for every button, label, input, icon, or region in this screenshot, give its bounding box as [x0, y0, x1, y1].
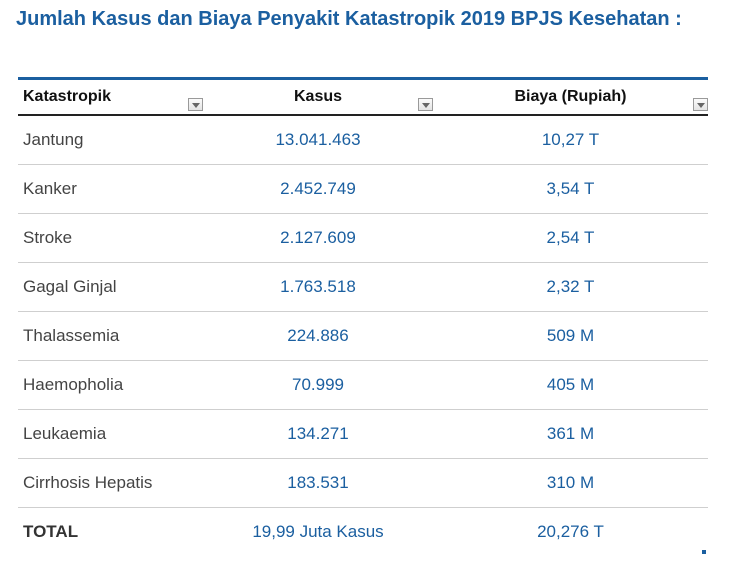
cell-biaya: 10,27 T: [433, 115, 708, 165]
table-row: Leukaemia 134.271 361 M: [18, 409, 708, 459]
column-header-label: Biaya (Rupiah): [514, 88, 627, 105]
table-row: Cirrhosis Hepatis 183.531 310 M: [18, 458, 708, 508]
cell-katastropik: Thalassemia: [18, 311, 203, 361]
cell-katastropik: Leukaemia: [18, 409, 203, 459]
data-table-container: Katastropik Kasus Biaya (Rupiah) Jantung: [18, 77, 708, 556]
filter-dropdown-icon[interactable]: [418, 98, 433, 111]
cell-biaya: 2,32 T: [433, 262, 708, 312]
cell-kasus: 2.127.609: [203, 213, 433, 263]
column-header-kasus: Kasus: [203, 80, 433, 116]
cell-kasus: 134.271: [203, 409, 433, 459]
cell-kasus: 13.041.463: [203, 115, 433, 165]
column-header-label: Kasus: [293, 88, 343, 105]
page-title: Jumlah Kasus dan Biaya Penyakit Katastro…: [16, 8, 682, 30]
cell-kasus: 224.886: [203, 311, 433, 361]
cell-total-kasus: 19,99 Juta Kasus: [252, 522, 384, 541]
cell-biaya: 405 M: [433, 360, 708, 410]
cell-katastropik: Gagal Ginjal: [18, 262, 203, 312]
cell-katastropik: Jantung: [18, 115, 203, 165]
cell-kasus: 1.763.518: [203, 262, 433, 312]
table-row: Thalassemia 224.886 509 M: [18, 311, 708, 361]
table-row: Stroke 2.127.609 2,54 T: [18, 213, 708, 263]
cell-kasus: 70.999: [203, 360, 433, 410]
data-table: Katastropik Kasus Biaya (Rupiah) Jantung: [18, 80, 708, 556]
table-header-row: Katastropik Kasus Biaya (Rupiah): [18, 80, 708, 116]
cell-total-biaya: 20,276 T: [537, 522, 604, 541]
total-row: TOTAL 19,99 Juta Kasus 20,276 T: [18, 508, 708, 557]
table-row: Kanker 2.452.749 3,54 T: [18, 164, 708, 214]
cell-kasus: 183.531: [203, 458, 433, 508]
corner-marker: [702, 550, 706, 554]
cell-kasus: 2.452.749: [203, 164, 433, 214]
table-row: Haemopholia 70.999 405 M: [18, 360, 708, 410]
column-header-katastropik: Katastropik: [18, 80, 203, 116]
filter-dropdown-icon[interactable]: [188, 98, 203, 111]
cell-biaya: 3,54 T: [433, 164, 708, 214]
table-row: Jantung 13.041.463 10,27 T: [18, 115, 708, 165]
cell-katastropik: Kanker: [18, 164, 203, 214]
cell-biaya: 310 M: [433, 458, 708, 508]
column-header-biaya: Biaya (Rupiah): [433, 80, 708, 116]
cell-katastropik: Cirrhosis Hepatis: [18, 458, 203, 508]
filter-dropdown-icon[interactable]: [693, 98, 708, 111]
column-header-label: Katastropik: [23, 88, 112, 105]
cell-biaya: 361 M: [433, 409, 708, 459]
cell-katastropik: Haemopholia: [18, 360, 203, 410]
table-row: Gagal Ginjal 1.763.518 2,32 T: [18, 262, 708, 312]
cell-biaya: 2,54 T: [433, 213, 708, 263]
cell-total-label: TOTAL: [23, 522, 79, 541]
cell-biaya: 509 M: [433, 311, 708, 361]
cell-katastropik: Stroke: [18, 213, 203, 263]
